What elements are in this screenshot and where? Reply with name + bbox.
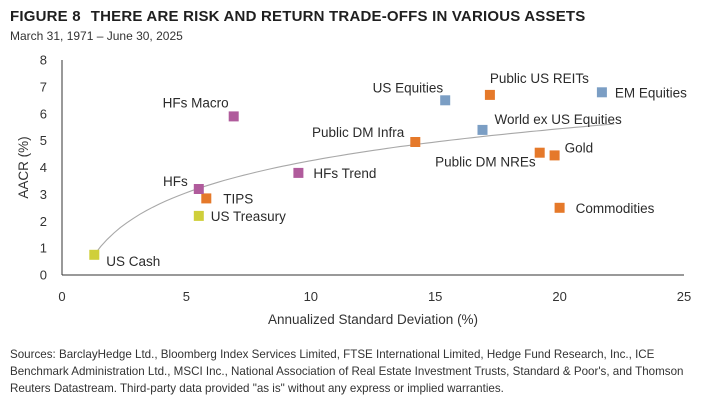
point-hfs-macro <box>228 111 239 122</box>
point-us-cash <box>89 249 100 260</box>
y-tick-label: 8 <box>40 53 47 68</box>
sources-note: Sources: BarclayHedge Ltd., Bloomberg In… <box>10 348 684 395</box>
figure-title: THERE ARE RISK AND RETURN TRADE-OFFS IN … <box>90 8 586 25</box>
points-layer <box>89 87 607 260</box>
label-world-ex-us-equities: World ex US Equities <box>495 112 623 127</box>
label-public-dm-infra: Public DM Infra <box>312 125 405 140</box>
y-tick-label: 0 <box>40 268 47 283</box>
label-commodities: Commodities <box>576 201 655 216</box>
axes: 0 1 2 3 4 5 6 7 8 0 5 10 15 20 25 Annualized Standard D… <box>16 53 691 328</box>
label-hfs-macro: HFs Macro <box>163 95 229 110</box>
y-tick-label: 5 <box>40 133 47 148</box>
point-commodities <box>554 202 565 213</box>
label-hfs: HFs <box>163 174 188 189</box>
y-tick-label: 1 <box>40 241 47 256</box>
point-public-dm-nres <box>534 147 545 158</box>
point-tips <box>201 193 212 204</box>
y-tick-label: 3 <box>40 187 47 202</box>
y-tick-label: 2 <box>40 214 47 229</box>
y-tick-label: 6 <box>40 106 47 121</box>
y-tick-label: 7 <box>40 79 47 94</box>
point-public-dm-infra <box>410 137 421 147</box>
point-public-us-reits <box>484 89 495 100</box>
trend-curve-layer <box>93 123 615 256</box>
label-tips: TIPS <box>223 191 253 206</box>
point-gold <box>549 150 560 161</box>
labels-layer: US Cash US Treasury TIPS HFs HFs Macro HFs Tr… <box>106 71 687 269</box>
label-us-equities: US Equities <box>373 80 444 95</box>
x-tick-label: 20 <box>552 289 566 304</box>
label-public-dm-nres: Public DM NREs <box>435 155 536 170</box>
x-tick-label: 0 <box>58 289 65 304</box>
chart-subtitle: March 31, 1971 – June 30, 2025 <box>10 29 183 43</box>
label-gold: Gold <box>565 140 594 155</box>
x-axis-title: Annualized Standard Deviation (%) <box>268 312 478 327</box>
point-hfs-trend <box>293 167 304 178</box>
label-us-cash: US Cash <box>106 254 160 269</box>
point-world-ex-us-equities <box>477 124 488 135</box>
label-public-us-reits: Public US REITs <box>490 71 589 86</box>
point-hfs <box>193 184 204 194</box>
x-tick-label: 15 <box>428 289 442 304</box>
trend-curve <box>93 123 615 256</box>
x-tick-label: 10 <box>304 289 318 304</box>
point-us-treasury <box>193 210 204 221</box>
chart-title: FIGURE 8 THERE ARE RISK AND RETURN TRADE-… <box>10 8 586 25</box>
label-em-equities: EM Equities <box>615 85 687 100</box>
label-us-treasury: US Treasury <box>211 209 286 224</box>
scatter-chart: 0 1 2 3 4 5 6 7 8 0 5 10 15 20 25 Annualized Standard D… <box>16 53 691 328</box>
y-tick-label: 4 <box>40 160 47 175</box>
x-tick-label: 5 <box>183 289 190 304</box>
y-axis-title: AACR (%) <box>16 136 31 198</box>
point-em-equities <box>596 87 607 98</box>
label-hfs-trend: HFs Trend <box>313 166 376 181</box>
x-tick-label: 25 <box>677 289 691 304</box>
figure-label: FIGURE 8 <box>10 8 81 25</box>
point-us-equities <box>440 95 451 106</box>
